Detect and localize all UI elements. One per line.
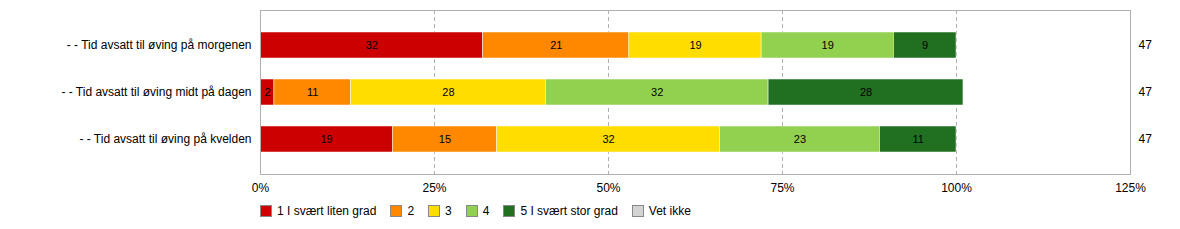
svg-text:19: 19 — [822, 39, 834, 51]
svg-text:75%: 75% — [770, 181, 794, 195]
svg-text:32: 32 — [602, 133, 614, 145]
svg-text:15: 15 — [439, 133, 451, 145]
svg-text:11: 11 — [913, 133, 924, 145]
svg-text:28: 28 — [860, 86, 872, 98]
html-text:1 I svært liten grad: 1 I svært liten grad — [277, 204, 377, 218]
html-text:3: 3 — [445, 204, 452, 218]
svg-text:- - Tid avsatt til øving midt: - - Tid avsatt til øving midt på dagen — [61, 85, 251, 99]
html-text:2: 2 — [407, 204, 415, 218]
svg-text:50%: 50% — [596, 181, 620, 195]
svg-text:- - Tid avsatt til øving på kv: - - Tid avsatt til øving på kvelden — [79, 132, 251, 146]
svg-text:28: 28 — [442, 86, 454, 98]
svg-text:47: 47 — [1139, 38, 1153, 52]
svg-text:9: 9 — [922, 39, 928, 51]
svg-text:125%: 125% — [1115, 181, 1146, 195]
svg-text:2: 2 — [264, 86, 270, 98]
svg-text:19: 19 — [689, 39, 701, 51]
svg-text:0%: 0% — [252, 181, 270, 195]
html-text:Vet ikke: Vet ikke — [648, 204, 691, 218]
html-text:5 I svært stor grad: 5 I svært stor grad — [520, 204, 618, 218]
svg-text:32: 32 — [366, 39, 378, 51]
svg-text:25%: 25% — [422, 181, 446, 195]
svg-text:21: 21 — [550, 39, 562, 51]
svg-text:47: 47 — [1139, 85, 1153, 99]
svg-text:19: 19 — [320, 133, 332, 145]
svg-text:- - Tid avsatt til øving på mo: - - Tid avsatt til øving på morgenen — [67, 38, 252, 52]
html-text:4: 4 — [482, 204, 490, 218]
svg-text:47: 47 — [1139, 132, 1153, 146]
svg-text:23: 23 — [794, 133, 806, 145]
svg-text:32: 32 — [651, 86, 663, 98]
svg-text:11: 11 — [307, 86, 318, 98]
svg-text:100%: 100% — [941, 181, 972, 195]
